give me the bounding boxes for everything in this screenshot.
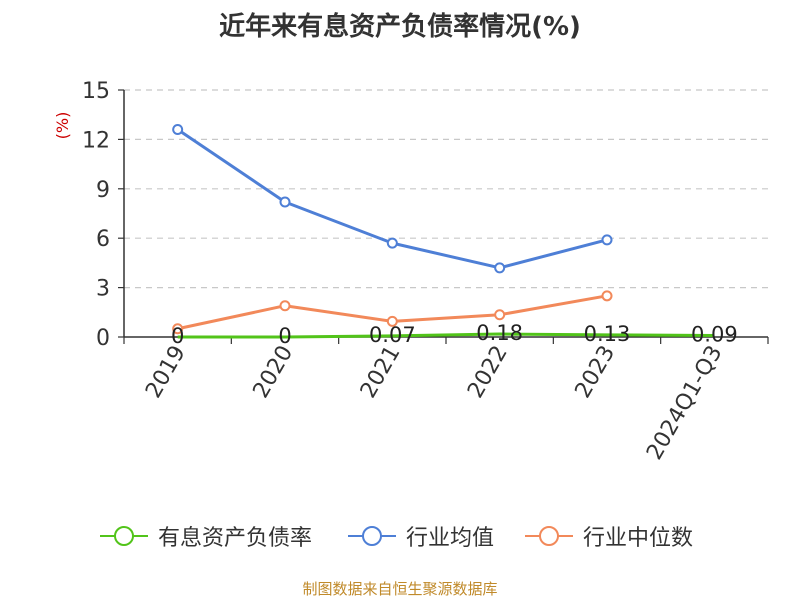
data-point (601, 290, 613, 302)
y-tick-label: 12 (82, 128, 110, 153)
series-lines (172, 124, 715, 339)
grid-lines (124, 89, 768, 289)
y-tick-label: 6 (96, 227, 110, 252)
legend-item-industry-mean[interactable]: 行业均值 (346, 520, 494, 552)
axes: 0 3 6 9 12 15 (%) 2019 2020 2021 2022 2023 2024Q1-Q3 (53, 79, 769, 465)
data-point (172, 323, 184, 335)
source-note: 制图数据来自恒生聚源数据库 (302, 580, 498, 598)
series-line (177, 332, 715, 339)
data-label: 0 (171, 324, 184, 348)
y-tick-label: 0 (96, 326, 110, 351)
data-point (279, 300, 291, 312)
x-tick-label: 2021 (356, 342, 406, 403)
data-point (494, 262, 506, 274)
data-point (279, 196, 291, 208)
legend-line-icon (348, 526, 396, 546)
legend-label: 行业中位数 (583, 526, 694, 551)
legend-label: 有息资产负债率 (158, 526, 313, 551)
data-labels: 0 0 0.07 0.18 0.13 0.09 (171, 321, 738, 348)
x-tick-label: 2023 (571, 342, 621, 403)
x-tick-label: 2020 (249, 342, 299, 403)
data-point (494, 309, 506, 321)
x-tick-label: 2024Q1-Q3 (642, 342, 727, 465)
y-tick-label: 9 (96, 178, 110, 203)
data-label: 0.18 (476, 321, 523, 345)
data-point (172, 124, 184, 136)
data-point (386, 237, 398, 249)
data-point (601, 234, 613, 246)
legend-line-icon (525, 526, 573, 546)
legend-label: 行业均值 (406, 526, 495, 551)
data-label: 0.09 (691, 323, 738, 347)
legend-item-debt-ratio[interactable]: 有息资产负债率 (98, 520, 312, 552)
y-tick-label: 3 (96, 277, 110, 302)
x-tick-label: 2019 (141, 342, 191, 403)
y-axis-label: (%) (53, 112, 72, 140)
chart-title: 近年来有息资产负债率情况(%) (219, 12, 581, 42)
y-tick-label: 15 (82, 79, 110, 104)
legend-item-industry-median[interactable]: 行业中位数 (523, 520, 693, 552)
data-label: 0.13 (584, 322, 631, 346)
data-label: 0.07 (369, 323, 416, 347)
legend-line-icon (100, 526, 148, 546)
data-label: 0 (278, 324, 291, 348)
data-point (386, 315, 398, 327)
x-tick-label: 2022 (463, 341, 513, 402)
